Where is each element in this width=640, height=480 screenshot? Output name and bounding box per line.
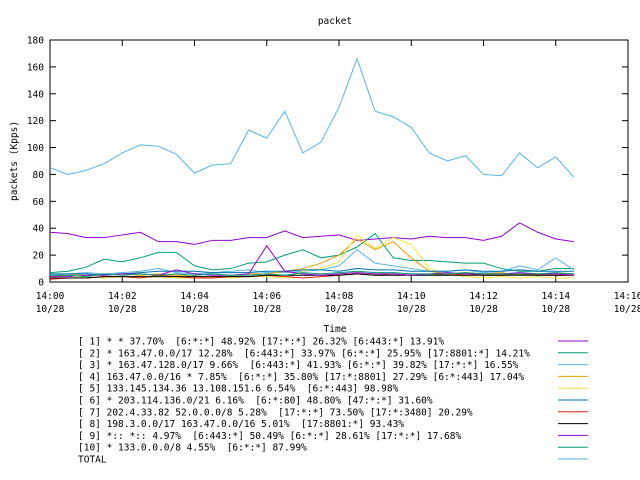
legend-label: [ 1] * * 37.70% [6:*:*] 48.92% [17:*:*] … [78, 337, 444, 348]
y-tick-label: 120 [27, 116, 44, 127]
x-tick-date: 10/28 [397, 304, 426, 315]
y-tick-label: 160 [27, 62, 44, 73]
x-tick-date: 10/28 [541, 304, 570, 315]
y-tick-label: 140 [27, 89, 44, 100]
x-tick-date: 10/28 [325, 304, 354, 315]
x-tick-label: 14:14 [541, 291, 570, 302]
x-tick-date: 10/28 [252, 304, 281, 315]
legend-label: [ 6] * 203.114.136.0/21 6.16% [6:*:80] 4… [78, 396, 433, 407]
y-tick-label: 180 [27, 36, 44, 47]
x-tick-label: 14:16 [614, 291, 640, 302]
legend-label: [ 5] 133.145.134.36 13.108.151.6 6.54% [… [78, 384, 399, 395]
x-tick-date: 10/28 [180, 304, 209, 315]
series-line [49, 222, 574, 245]
y-tick-label: 80 [33, 170, 45, 181]
legend-label: [ 3] * 163.47.128.0/17 9.66% [6:443:*] 4… [78, 360, 519, 371]
x-tick-label: 14:10 [397, 291, 426, 302]
series-line [50, 268, 574, 276]
x-tick-label: 14:06 [252, 291, 281, 302]
x-tick-date: 10/28 [36, 304, 65, 315]
legend-label: [ 9] *:: *:: 4.97% [6:443:*] 50.49% [6:*… [78, 431, 461, 442]
x-axis-label: Time [324, 324, 347, 335]
y-axis-label: packets (Kpps) [9, 121, 20, 201]
series-line [49, 57, 575, 178]
chart-title: packet [318, 16, 352, 27]
series-line [50, 273, 574, 279]
y-tick-label: 60 [33, 197, 45, 208]
x-tick-label: 14:04 [180, 291, 209, 302]
legend-label: [ 2] * 163.47.0.0/17 12.28% [6:443:*] 33… [78, 348, 530, 359]
y-tick-label: 0 [38, 278, 44, 289]
series-line [49, 232, 574, 274]
x-tick-label: 14:02 [108, 291, 137, 302]
series-line [50, 270, 574, 278]
legend-label: [ 7] 202.4.33.82 52.0.0.0/8 5.28% [17:*:… [78, 407, 473, 418]
legend-label: [10] * 133.0.0.0/8 4.55% [6:*:*] 87.99% [78, 443, 307, 454]
legend-label: TOTAL [78, 455, 107, 466]
x-tick-date: 10/28 [614, 304, 640, 315]
legend-label: [ 8] 198.3.0.0/17 163.47.0.0/16 5.01% [1… [78, 419, 404, 430]
y-tick-label: 20 [33, 251, 45, 262]
y-tick-label: 40 [33, 224, 45, 235]
plot-border [49, 39, 629, 283]
y-tick-label: 100 [27, 143, 44, 154]
x-tick-label: 14:00 [36, 291, 65, 302]
series-line [49, 249, 575, 276]
x-tick-label: 14:12 [469, 291, 498, 302]
x-tick-date: 10/28 [108, 304, 137, 315]
x-tick-date: 10/28 [469, 304, 498, 315]
x-tick-label: 14:08 [325, 291, 354, 302]
legend-label: [ 4] 163.47.0.0/16 * 7.85% [6:*:*] 35.80… [78, 372, 524, 383]
